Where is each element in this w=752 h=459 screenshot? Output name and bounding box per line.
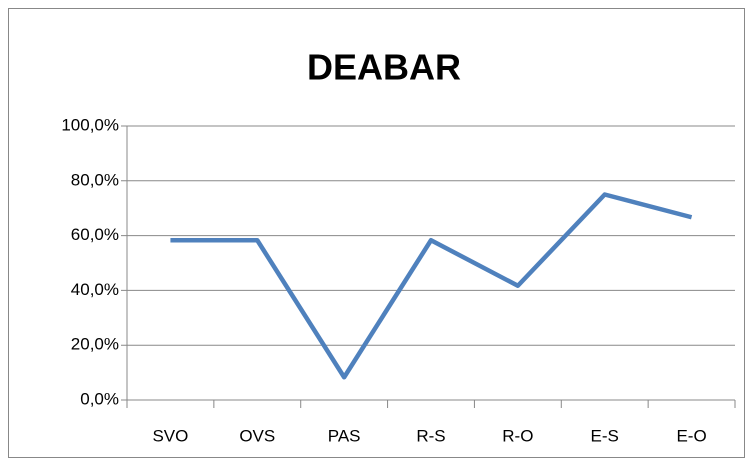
x-tick-label: E-S (591, 426, 619, 445)
x-tick-label: SVO (152, 426, 188, 445)
y-tick-label: 100,0% (61, 115, 119, 134)
line-series (170, 192, 693, 380)
y-tick-label: 0,0% (80, 389, 119, 408)
x-tick-label: OVS (239, 426, 275, 445)
y-tick-label: 20,0% (71, 335, 119, 354)
y-tick-label: 80,0% (71, 170, 119, 189)
chart-title: DEABAR (307, 47, 461, 88)
x-tick-label: R-S (416, 426, 445, 445)
x-tick-label: R-O (502, 426, 533, 445)
x-tick-label: E-O (676, 426, 706, 445)
y-tick-label: 40,0% (71, 280, 119, 299)
x-tick-label: PAS (328, 426, 361, 445)
y-tick-label: 60,0% (71, 225, 119, 244)
chart-border (8, 8, 745, 458)
